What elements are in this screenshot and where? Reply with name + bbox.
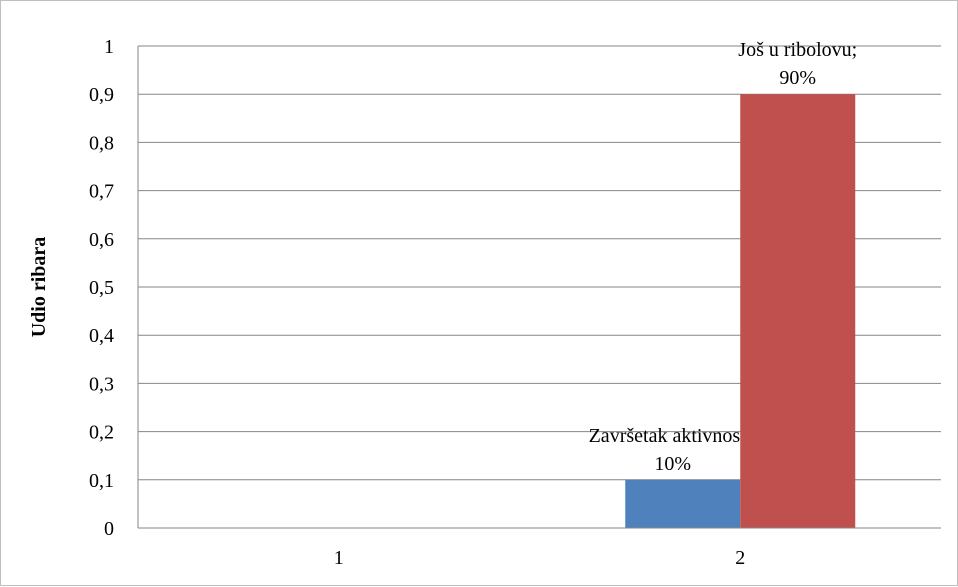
data-label: Još u ribolovu; 90%	[738, 39, 857, 89]
y-tick-label: 0,9	[89, 84, 114, 106]
y-tick-label: 0,2	[89, 422, 114, 444]
x-tick-label: 1	[334, 547, 344, 569]
y-tick-label: 0,1	[89, 470, 114, 492]
bar	[740, 94, 856, 528]
y-tick-label: 0,3	[89, 373, 114, 395]
y-tick-label: 0,5	[89, 277, 114, 299]
y-tick-label: 0	[104, 518, 114, 540]
y-tick-label: 1	[104, 36, 114, 58]
data-label: Završetak aktivnosti; 10%	[589, 425, 757, 475]
y-tick-label: 0,6	[89, 229, 114, 251]
y-tick-label: 0,7	[89, 181, 114, 203]
y-axis-title: Udio ribara	[28, 237, 50, 338]
bar	[625, 479, 741, 528]
y-tick-label: 0,8	[89, 132, 114, 154]
y-tick-label: 0,4	[89, 325, 114, 347]
x-tick-label: 2	[735, 547, 745, 569]
